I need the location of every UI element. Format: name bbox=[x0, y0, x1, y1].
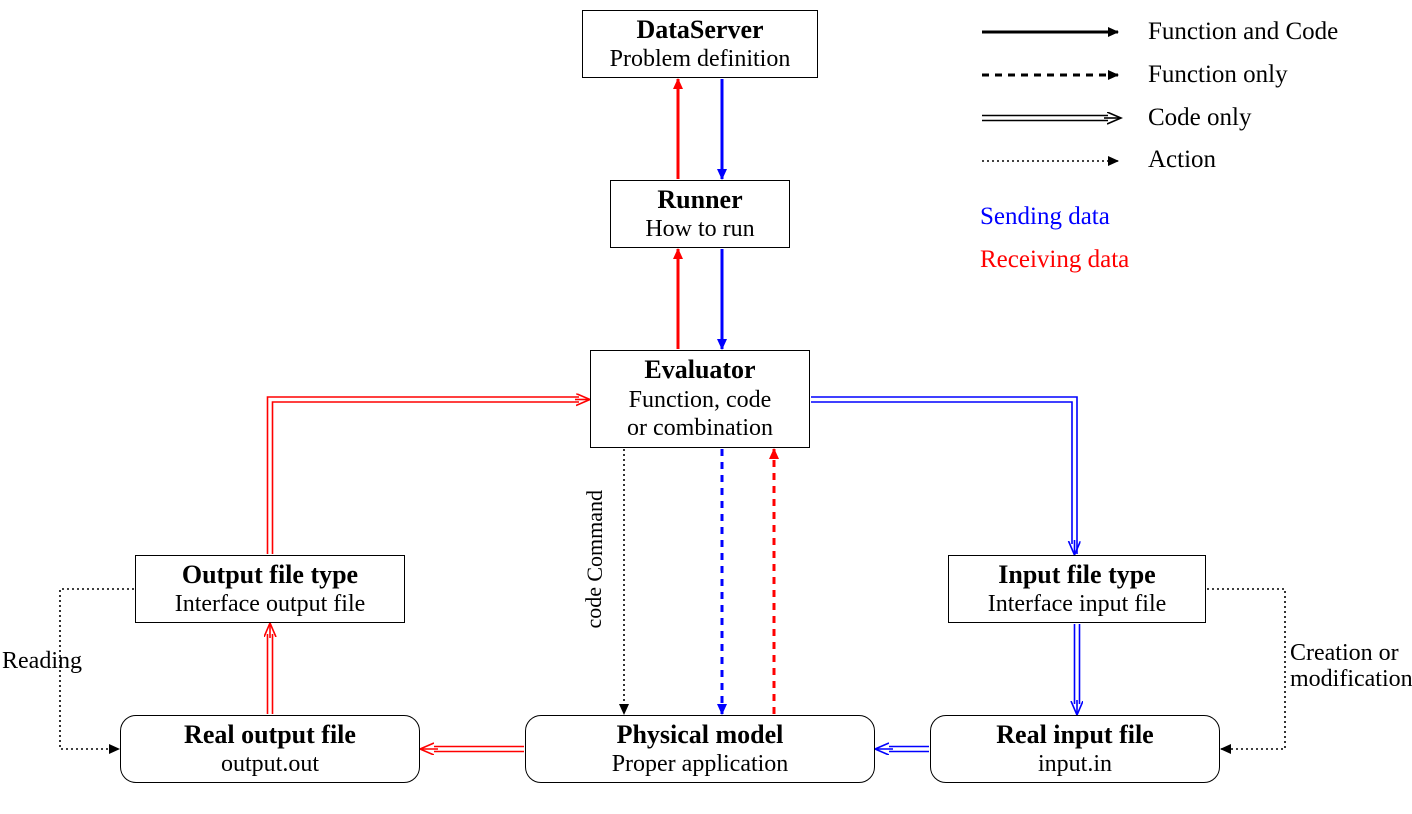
label-creation-modification: Creation or modification bbox=[1290, 640, 1412, 693]
edge-realin-phys bbox=[876, 747, 929, 752]
edge-eval-intype bbox=[811, 397, 1077, 554]
node-output-type: Output file type Interface output file bbox=[135, 555, 405, 623]
legend-row-solid: Function and Code bbox=[980, 18, 1338, 47]
node-evaluator-sub1: Function, code bbox=[629, 386, 772, 414]
legend-label: Function and Code bbox=[1148, 18, 1338, 47]
edge-intype-realin bbox=[1075, 624, 1080, 714]
node-real-input-title: Real input file bbox=[996, 720, 1153, 751]
legend-row-receiving: Receiving data bbox=[980, 246, 1338, 275]
node-runner: Runner How to run bbox=[610, 180, 790, 248]
node-evaluator-sub2: or combination bbox=[627, 414, 773, 442]
node-physical-model-title: Physical model bbox=[617, 720, 784, 751]
node-real-output: Real output file output.out bbox=[120, 715, 420, 783]
node-input-type-sub: Interface input file bbox=[988, 590, 1167, 618]
legend-label: Code only bbox=[1148, 104, 1251, 133]
node-input-type: Input file type Interface input file bbox=[948, 555, 1206, 623]
legend-color-label: Sending data bbox=[980, 203, 1110, 232]
node-output-type-sub: Interface output file bbox=[175, 590, 366, 618]
node-runner-sub: How to run bbox=[645, 215, 754, 243]
node-dataserver: DataServer Problem definition bbox=[582, 10, 818, 78]
node-runner-title: Runner bbox=[657, 185, 742, 216]
legend: Function and Code Function only Code onl… bbox=[980, 18, 1338, 289]
legend-arrow-double-icon bbox=[980, 106, 1130, 130]
label-command-code: Command code bbox=[570, 490, 620, 650]
node-evaluator-title: Evaluator bbox=[644, 355, 755, 386]
node-real-input-sub: input.in bbox=[1038, 750, 1112, 778]
node-real-output-sub: output.out bbox=[221, 750, 319, 778]
legend-arrow-dotted-icon bbox=[980, 149, 1130, 173]
node-physical-model-sub: Proper application bbox=[612, 750, 789, 778]
edge-realout-outtype bbox=[268, 624, 273, 714]
node-physical-model: Physical model Proper application bbox=[525, 715, 875, 783]
node-real-input: Real input file input.in bbox=[930, 715, 1220, 783]
edge-outtype-eval bbox=[268, 397, 590, 554]
node-dataserver-title: DataServer bbox=[636, 15, 763, 46]
edge-phys-realout bbox=[421, 747, 524, 752]
legend-color-label: Receiving data bbox=[980, 246, 1129, 275]
legend-arrow-dashed-icon bbox=[980, 63, 1130, 87]
legend-label: Function only bbox=[1148, 61, 1288, 90]
node-input-type-title: Input file type bbox=[998, 560, 1155, 591]
legend-row-sending: Sending data bbox=[980, 203, 1338, 232]
legend-label: Action bbox=[1148, 146, 1216, 175]
legend-arrow-solid-icon bbox=[980, 20, 1130, 44]
legend-row-double: Code only bbox=[980, 104, 1338, 133]
node-real-output-title: Real output file bbox=[184, 720, 356, 751]
node-dataserver-sub: Problem definition bbox=[610, 45, 791, 73]
node-evaluator: Evaluator Function, code or combination bbox=[590, 350, 810, 448]
legend-row-dashed: Function only bbox=[980, 61, 1338, 90]
label-reading: Reading bbox=[2, 648, 112, 674]
node-output-type-title: Output file type bbox=[182, 560, 358, 591]
legend-row-dotted: Action bbox=[980, 146, 1338, 175]
